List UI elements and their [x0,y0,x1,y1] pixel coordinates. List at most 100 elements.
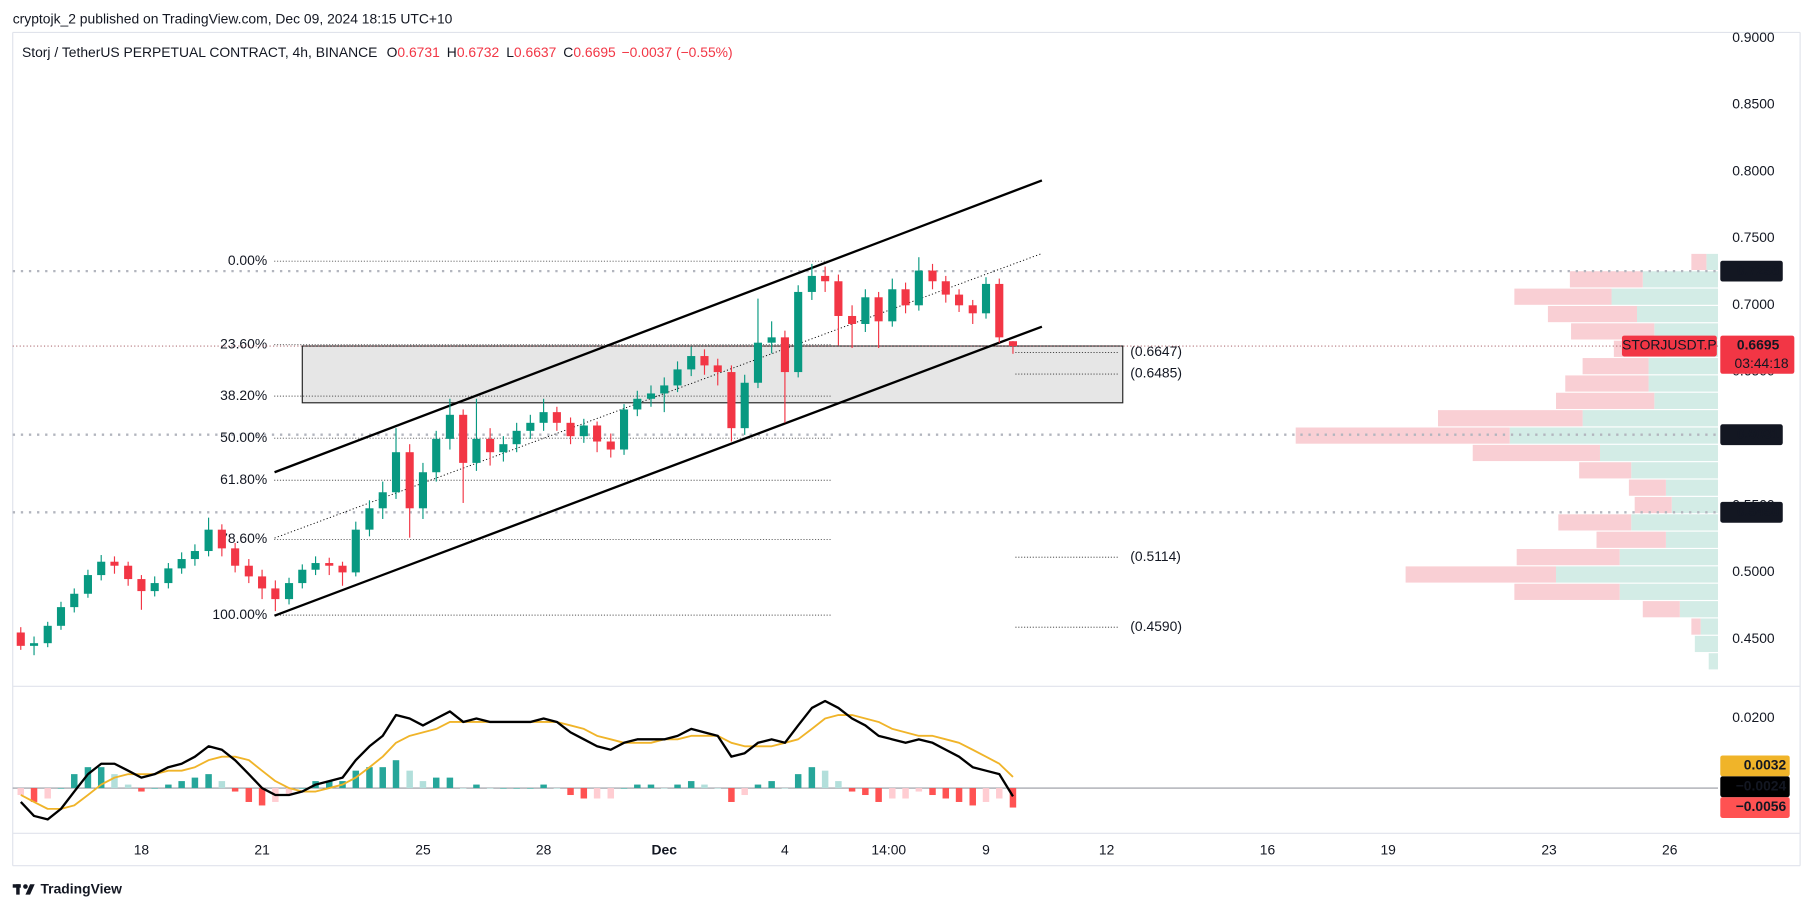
profile-down [1691,253,1707,271]
candle-body [767,337,776,343]
profile-up [1708,653,1718,670]
macd-histogram-bar [500,788,507,789]
countdown: 03:44:18 [1735,355,1789,371]
level-label: 0.5450 [1737,503,1780,519]
macd-badge-label: −0.0024 [1736,777,1787,793]
macd-line [19,699,1014,821]
candle-body [391,452,401,493]
macd-histogram-bar [794,774,802,789]
macd-histogram-bar [245,788,253,802]
candle-body [955,294,964,306]
candle-body [325,563,334,566]
target-label: (0.6647) [1130,343,1182,359]
macd-histogram-bar [527,788,534,789]
candle-body [526,422,535,431]
tradingview-logo [12,884,35,895]
x-tick-label: 19 [1380,841,1396,857]
macd-histogram-bar [889,788,896,799]
profile-up [1654,392,1718,409]
candle-body [271,588,280,600]
publisher-line: cryptojk_2 published on TradingView.com,… [13,10,453,26]
macd-histogram-bar [687,781,695,789]
y-tick-label: 0.7000 [1732,296,1775,312]
candle-body [231,548,240,566]
signal-badge-label: 0.0032 [1744,757,1787,773]
macd-histogram-bar [567,788,574,796]
macd-histogram-bar [326,781,333,789]
candle-body [16,632,25,646]
macd-histogram-bar [808,767,816,789]
macd-histogram-bar [835,781,842,789]
macd-histogram-bar [848,788,856,792]
macd-histogram-bar [728,788,735,802]
ohlc-value: 0.6731 [397,44,440,60]
candle-body [110,561,119,566]
target-label: (0.5114) [1130,548,1181,564]
candle-body [539,412,548,423]
logo-part [23,884,28,889]
macd-histogram-bar [124,784,132,789]
macd-histogram-bar [1009,788,1017,808]
candle-body [901,289,910,306]
candle-body [848,315,857,324]
macd-histogram-bar [17,788,25,796]
logo-part [16,884,20,895]
candle-body [83,575,92,594]
macd-histogram-bar [942,788,950,799]
candle-body [405,452,414,509]
profile-down [1472,444,1600,462]
level-badge [1720,260,1783,282]
candle-body [70,593,79,608]
candle-body [338,565,347,573]
fib-label: 23.60% [220,335,267,351]
macd-histogram-bar [97,767,105,789]
channel-upper [274,179,1043,474]
candle-body [472,438,481,463]
profile-down [1295,427,1510,444]
profile-up [1611,288,1718,305]
fib-label: 0.00% [228,252,267,268]
profile-up [1636,305,1718,323]
candle-body [459,414,468,463]
candle-body [633,398,642,410]
candle-body [914,270,923,306]
macd-histogram-bar [741,788,748,796]
candle-body [311,563,320,570]
symbol-line: Storj / TetherUS PERPETUAL CONTRACT, 4h,… [22,44,733,60]
change: −0.0037 (−0.55%) [622,44,733,60]
ohlc-label: L [506,44,514,60]
ohlc-value: 0.6637 [514,44,557,60]
candle-body [217,529,226,549]
macd-histogram-bar [647,784,655,789]
macd-histogram-bar [580,788,588,799]
x-tick-label: 9 [982,841,990,857]
candle-body [177,559,186,569]
candle-body [566,422,575,437]
candle-body [284,583,294,600]
macd-histogram-bar [486,788,494,789]
candle-body [486,438,495,453]
macd-histogram-bar [875,788,882,802]
histogram-badge [1720,797,1790,818]
macd-histogram-bar [781,788,789,789]
macd-histogram-bar [513,788,520,789]
profile-down [1691,618,1701,635]
channel-middle [274,253,1043,539]
profile-down [1556,392,1655,409]
candle-body [56,607,66,626]
profile-down [1628,479,1666,496]
profile-down [1514,288,1612,305]
macd-histogram-bar [593,788,601,799]
candle-body [687,356,696,370]
profile-up [1665,479,1718,496]
macd-histogram-bar [299,788,306,789]
candle-body [43,625,52,644]
candle-body [29,643,39,646]
profile-down [1514,583,1620,600]
symbol-badge-label: STORJUSDT.P [1622,337,1717,353]
macd-histogram-bar [44,788,51,799]
profile-down [1516,549,1620,566]
candle-body [418,472,428,509]
x-tick-label: 23 [1541,841,1557,857]
